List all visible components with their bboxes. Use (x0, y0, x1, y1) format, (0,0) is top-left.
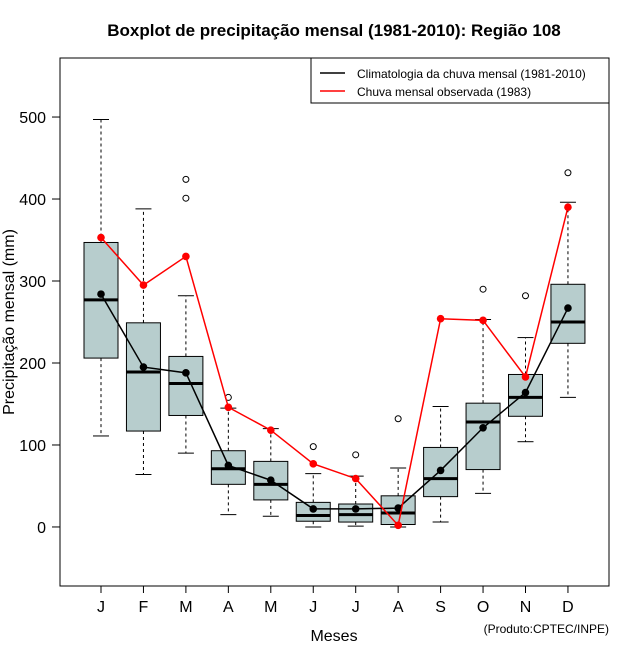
box-month (550, 169, 586, 398)
box-iqr (168, 355, 204, 416)
x-tick-label: J (97, 599, 105, 616)
box-month (423, 405, 459, 523)
observed-point (351, 474, 360, 483)
outlier-point (182, 175, 190, 183)
box-month (125, 208, 161, 475)
legend: Climatologia da chuva mensal (1981-2010)… (310, 57, 610, 104)
credit-text: (Produto:CPTEC/INPE) (484, 622, 609, 636)
y-axis-label: Precipitação mensal (mm) (1, 229, 18, 415)
observed-point (479, 316, 487, 325)
climatology-point (97, 290, 105, 298)
climatology-point (351, 505, 360, 513)
outlier-point (309, 443, 317, 451)
legend-label-climatology: Climatologia da chuva mensal (1981-2010) (357, 67, 586, 81)
climatology-point (479, 423, 487, 432)
observed-point (564, 203, 572, 212)
observed-point (224, 403, 233, 412)
outlier-point (479, 285, 487, 293)
observed-point (309, 460, 318, 468)
outlier-point (352, 451, 360, 459)
x-tick-label: M (179, 599, 192, 616)
box-month (295, 443, 331, 528)
chart-title: Boxplot de precipitação mensal (1981-201… (107, 21, 561, 40)
observed-point (436, 314, 445, 323)
outlier-point (522, 292, 529, 300)
y-tick-label: 0 (37, 520, 46, 537)
climatology-point (564, 304, 572, 312)
climatology-point (182, 369, 190, 377)
boxes-group (83, 118, 586, 528)
observed-line (100, 207, 569, 527)
climatology-point (309, 505, 318, 513)
x-tick-label: J (352, 599, 360, 616)
x-tick-label: J (309, 599, 317, 616)
box-month (210, 393, 246, 516)
y-tick-label: 200 (19, 356, 46, 373)
plot-frame (59, 57, 610, 587)
x-tick-label: F (139, 599, 149, 616)
y-tick-label: 500 (19, 110, 46, 127)
y-tick-label: 300 (19, 274, 46, 291)
climatology-point (394, 504, 402, 512)
y-tick-label: 100 (19, 438, 46, 455)
x-tick-label: D (562, 599, 574, 616)
x-tick-label: S (435, 599, 446, 616)
y-axis: 0 100 200 300 400 500 (19, 110, 61, 537)
x-tick-label: A (223, 599, 234, 616)
climatology-point (267, 476, 275, 485)
observed-point (139, 281, 148, 289)
box-month (465, 285, 501, 494)
observed-point (182, 252, 190, 261)
box-iqr (125, 322, 161, 432)
x-tick-label: N (520, 599, 532, 616)
x-axis-label: Meses (310, 628, 357, 645)
climatology-point (224, 461, 233, 470)
legend-box (310, 57, 610, 104)
x-tick-label: A (393, 599, 404, 616)
box-iqr (465, 402, 501, 471)
outlier-point (564, 169, 572, 177)
x-tick-label: M (264, 599, 277, 616)
observed-point (97, 233, 105, 242)
observed-point (394, 521, 402, 530)
climatology-point (139, 363, 148, 371)
box-month (253, 428, 289, 517)
outlier-point (394, 415, 402, 423)
observed-point (521, 373, 530, 381)
outlier-point (182, 194, 190, 202)
climatology-point (436, 466, 445, 475)
y-tick-label: 400 (19, 192, 46, 209)
box-month (168, 175, 204, 454)
series-group (97, 203, 572, 530)
box-iqr (550, 283, 586, 344)
x-tick-label: O (477, 599, 489, 616)
box-month (83, 118, 119, 437)
observed-point (267, 426, 275, 435)
climatology-point (521, 388, 530, 397)
box-month (338, 451, 374, 527)
legend-label-observed: Chuva mensal observada (1983) (357, 85, 531, 99)
climatology-line (100, 293, 569, 510)
